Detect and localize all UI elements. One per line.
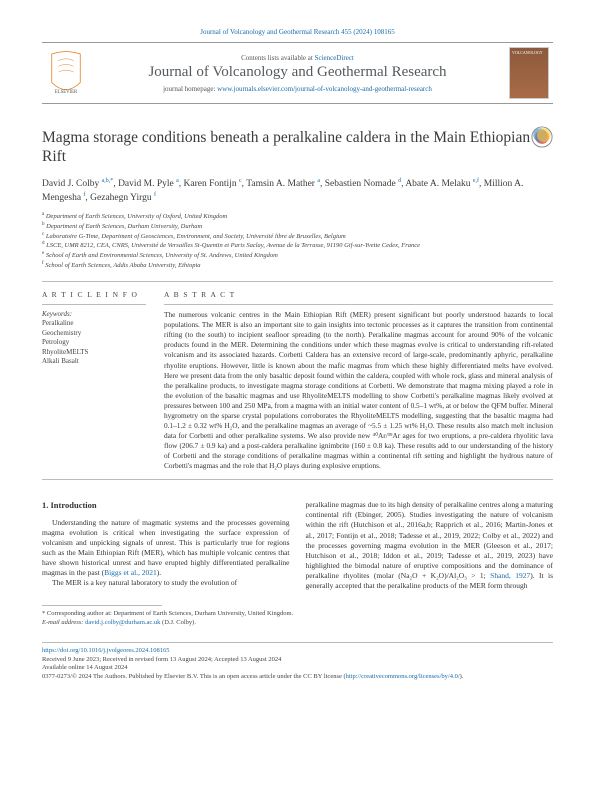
corresponding-author-note: * Corresponding author at: Department of… <box>42 610 553 619</box>
email-link[interactable]: david.j.colby@durham.ac.uk <box>85 619 160 626</box>
journal-header: ELSEVIER Contents lists available at Sci… <box>42 42 553 104</box>
doi-link[interactable]: https://doi.org/10.1016/j.jvolgeores.202… <box>42 647 170 654</box>
license-link[interactable]: http://creativecommons.org/licenses/by/4… <box>346 673 460 680</box>
article-title: Magma storage conditions beneath a peral… <box>42 128 553 167</box>
abstract-text: The numerous volcanic centres in the Mai… <box>164 310 553 471</box>
intro-paragraph-1: Understanding the nature of magmatic sys… <box>42 518 290 579</box>
received-dates: Received 9 June 2023; Received in revise… <box>42 656 553 665</box>
introduction-heading: 1. Introduction <box>42 500 290 511</box>
journal-cover-thumb: VOLCANOLOGY <box>505 43 553 103</box>
sciencedirect-link[interactable]: ScienceDirect <box>315 54 354 62</box>
affiliations-list: a Department of Earth Sciences, Universi… <box>42 212 553 272</box>
top-citation: Journal of Volcanology and Geothermal Re… <box>42 28 553 36</box>
article-footer: https://doi.org/10.1016/j.jvolgeores.202… <box>42 642 553 682</box>
authors-list: David J. Colby a,b,*, David M. Pyle a, K… <box>42 177 553 206</box>
article-info-heading: A R T I C L E I N F O <box>42 290 146 299</box>
crossmark-badge-icon[interactable] <box>531 126 553 148</box>
body-columns: 1. Introduction Understanding the nature… <box>42 500 553 591</box>
journal-name: Journal of Volcanology and Geothermal Re… <box>148 64 446 81</box>
intro-paragraph-2: The MER is a key natural laboratory to s… <box>42 578 290 588</box>
keywords-label: Keywords: <box>42 310 146 318</box>
keywords-list: PeralkalineGeochemistryPetrologyRhyolite… <box>42 319 146 366</box>
abstract-heading: A B S T R A C T <box>164 290 553 299</box>
intro-paragraph-2-cont: peralkaline magmas due to its high densi… <box>306 500 554 591</box>
elsevier-logo: ELSEVIER <box>42 43 90 103</box>
email-note: E-mail address: david.j.colby@durham.ac.… <box>42 619 553 628</box>
citation-link[interactable]: Biggs et al., 2021 <box>104 568 157 577</box>
svg-text:ELSEVIER: ELSEVIER <box>55 90 78 95</box>
available-online: Available online 14 August 2024 <box>42 664 553 673</box>
journal-homepage-line: journal homepage: www.journals.elsevier.… <box>163 85 432 93</box>
contents-lists-line: Contents lists available at ScienceDirec… <box>241 54 354 62</box>
journal-homepage-link[interactable]: www.journals.elsevier.com/journal-of-vol… <box>217 85 432 93</box>
copyright-line: 0377-0273/© 2024 The Authors. Published … <box>42 673 553 682</box>
citation-link[interactable]: Shand, 1927 <box>490 571 530 580</box>
